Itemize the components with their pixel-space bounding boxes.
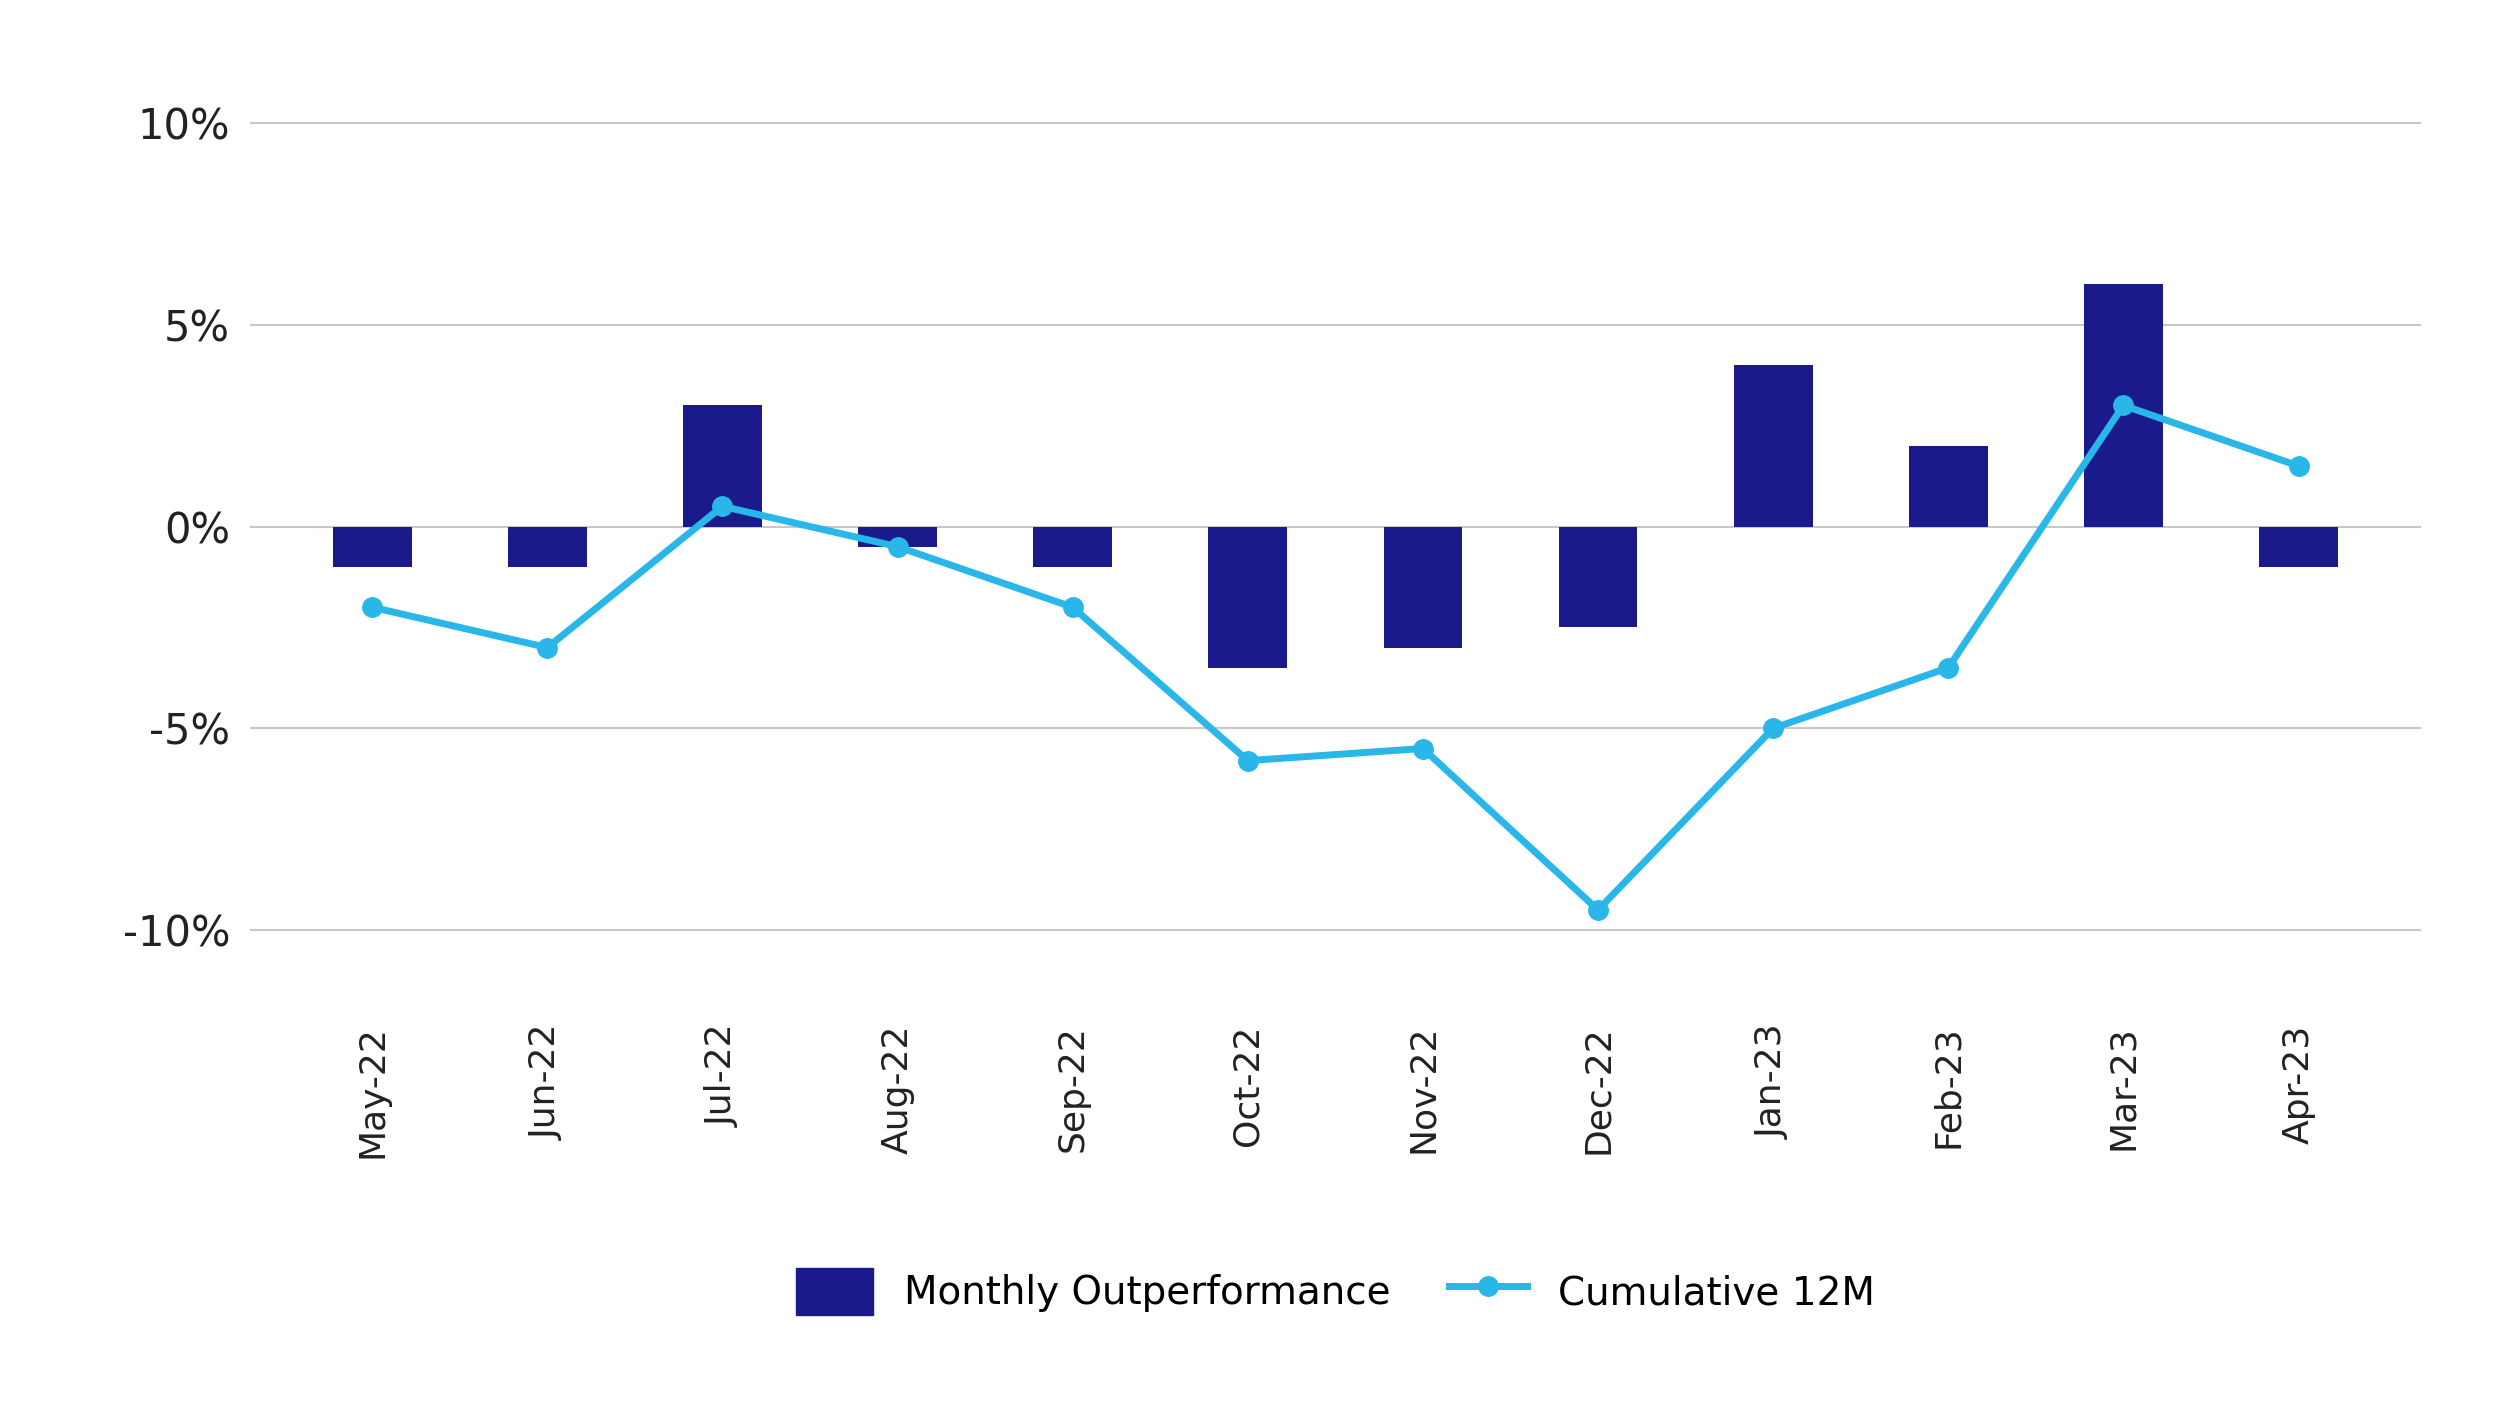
Bar — [1033, 526, 1113, 567]
Bar — [2259, 526, 2339, 567]
Bar — [1208, 526, 1288, 668]
Bar — [684, 406, 761, 526]
Bar — [859, 526, 936, 546]
Bar — [1909, 446, 1987, 526]
Bar — [1558, 526, 1637, 628]
Bar — [1735, 365, 1812, 526]
Legend: Monthly Outperformance, Cumulative 12M: Monthly Outperformance, Cumulative 12M — [779, 1252, 1892, 1331]
Bar — [1383, 526, 1463, 647]
Bar — [2084, 284, 2164, 526]
Bar — [332, 526, 412, 567]
Bar — [507, 526, 587, 567]
